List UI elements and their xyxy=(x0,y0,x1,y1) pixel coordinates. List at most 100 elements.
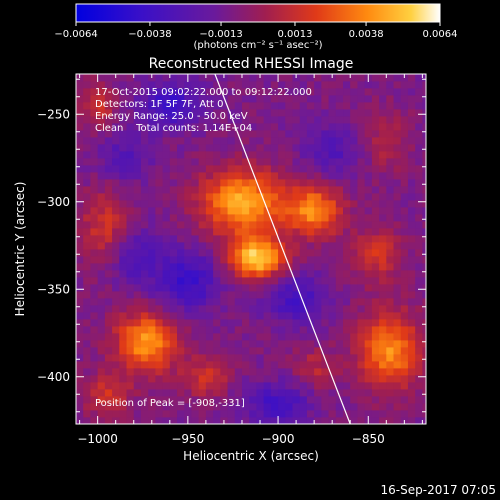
heatmap-cell xyxy=(90,151,99,159)
heatmap-cell xyxy=(112,116,120,124)
heatmap-cell xyxy=(263,319,272,327)
heatmap-cell xyxy=(299,263,308,271)
heatmap-cell xyxy=(270,368,279,376)
heatmap-cell xyxy=(292,298,301,306)
heatmap-cell xyxy=(104,200,113,208)
heatmap-cell xyxy=(184,151,192,159)
heatmap-cell xyxy=(285,298,293,306)
heatmap-cell xyxy=(343,221,351,229)
heatmap-cell xyxy=(393,270,402,278)
heatmap-cell xyxy=(234,242,243,250)
heatmap-cell xyxy=(140,270,149,278)
heatmap-cell xyxy=(184,382,192,390)
heatmap-cell xyxy=(314,340,322,348)
heatmap-cell xyxy=(148,109,156,117)
heatmap-cell xyxy=(155,354,163,362)
heatmap-cell xyxy=(407,102,416,110)
heatmap-cell xyxy=(364,242,373,250)
heatmap-cell xyxy=(198,137,207,145)
heatmap-cell xyxy=(407,130,416,138)
heatmap-cell xyxy=(112,137,120,145)
heatmap-cell xyxy=(357,214,366,222)
heatmap-cell xyxy=(379,368,387,376)
heatmap-cell xyxy=(270,193,279,201)
heatmap-cell xyxy=(285,389,293,397)
heatmap-cell xyxy=(155,130,163,138)
heatmap-cell xyxy=(343,312,351,320)
y-axis-label: Heliocentric Y (arcsec) xyxy=(13,182,27,317)
heatmap-cell xyxy=(278,116,286,124)
heatmap-cell xyxy=(213,109,221,117)
heatmap-cell xyxy=(415,382,423,390)
heatmap-cell xyxy=(292,347,301,355)
heatmap-cell xyxy=(350,95,358,103)
heatmap-cell xyxy=(278,151,286,159)
heatmap-cell xyxy=(321,263,329,271)
heatmap-cell xyxy=(371,291,380,299)
heatmap-cell xyxy=(126,193,135,201)
heatmap-cell xyxy=(364,326,373,334)
heatmap-cell xyxy=(415,396,423,404)
heatmap-cell xyxy=(119,235,127,243)
heatmap-cell xyxy=(407,144,416,152)
heatmap-cell xyxy=(227,81,236,89)
heatmap-cell xyxy=(227,137,236,145)
heatmap-cell xyxy=(422,214,426,222)
heatmap-cell xyxy=(328,319,337,327)
heatmap-cell xyxy=(97,165,106,173)
heatmap-cell xyxy=(76,200,84,208)
heatmap-cell xyxy=(350,319,358,327)
heatmap-cell xyxy=(386,116,394,124)
heatmap-cell xyxy=(350,403,358,411)
colorbar: −0.0064 −0.0038 −0.0013 0.0013 0.0038 0.0064 … xyxy=(54,3,458,51)
heatmap-cell xyxy=(133,158,142,166)
heatmap-cell xyxy=(386,109,394,117)
heatmap-cell xyxy=(350,158,358,166)
heatmap-cell xyxy=(357,403,366,411)
heatmap-cell xyxy=(299,326,308,334)
heatmap-cell xyxy=(357,221,366,229)
heatmap-cell xyxy=(162,417,171,424)
heatmap-cell xyxy=(140,403,149,411)
heatmap-cell xyxy=(386,200,394,208)
heatmap-cell xyxy=(270,312,279,320)
heatmap-cell xyxy=(112,305,120,313)
heatmap-cell xyxy=(148,151,156,159)
heatmap-cell xyxy=(335,298,344,306)
heatmap-cell xyxy=(227,207,236,215)
heatmap-cell xyxy=(213,284,221,292)
heatmap-cell xyxy=(393,375,402,383)
heatmap-cell xyxy=(256,151,265,159)
x-tick-label: −950 xyxy=(171,432,204,446)
heatmap-cell xyxy=(249,214,257,222)
heatmap-cell xyxy=(285,375,293,383)
heatmap-cell xyxy=(162,403,171,411)
heatmap-cell xyxy=(213,144,221,152)
heatmap-cell xyxy=(350,193,358,201)
heatmap-cell xyxy=(90,116,99,124)
heatmap-cell xyxy=(270,382,279,390)
heatmap-cell xyxy=(83,417,91,424)
heatmap-cell xyxy=(140,172,149,180)
heatmap-cell xyxy=(379,396,387,404)
heatmap-cell xyxy=(169,277,178,285)
heatmap-cell xyxy=(133,228,142,236)
heatmap-cell xyxy=(162,410,171,418)
heatmap-cell xyxy=(177,130,185,138)
heatmap-cell xyxy=(249,228,257,236)
heatmap-cell xyxy=(227,354,236,362)
heatmap-cell xyxy=(270,81,279,89)
heatmap-cell xyxy=(364,263,373,271)
heatmap-cell xyxy=(256,228,265,236)
heatmap-cell xyxy=(97,326,106,334)
heatmap-cell xyxy=(119,368,127,376)
heatmap-cell xyxy=(321,305,329,313)
heatmap-cell xyxy=(299,333,308,341)
heatmap-cell xyxy=(263,221,272,229)
heatmap-cell xyxy=(343,319,351,327)
heatmap-cell xyxy=(314,116,322,124)
heatmap-cell xyxy=(407,284,416,292)
heatmap-cell xyxy=(220,354,228,362)
heatmap-cell xyxy=(278,319,286,327)
heatmap-cell xyxy=(205,102,214,110)
